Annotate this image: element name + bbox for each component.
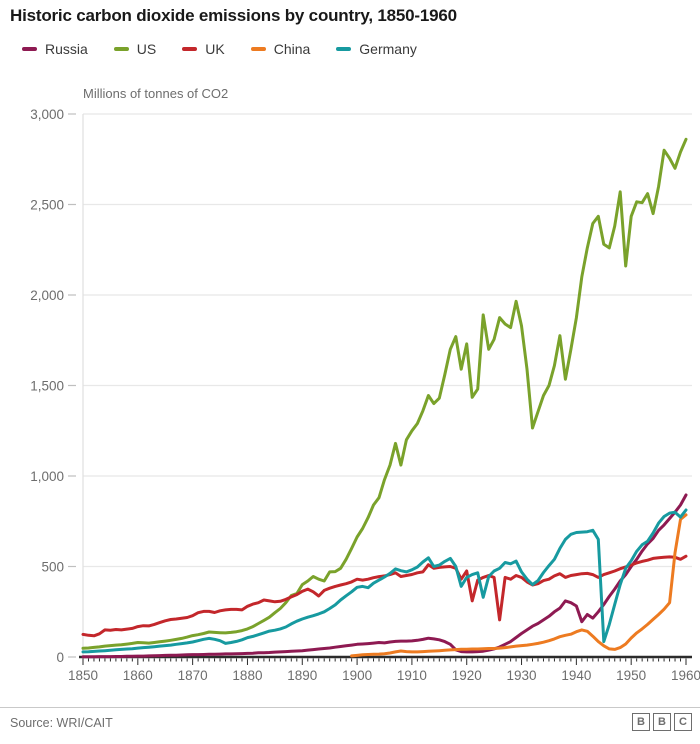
legend-item-us: US <box>113 41 157 57</box>
legend-swatch-germany <box>336 47 352 51</box>
y-tick-label: 2,500 <box>30 198 64 213</box>
legend-item-uk: UK <box>182 41 225 57</box>
y-tick-label: 3,000 <box>30 107 64 122</box>
x-tick-label: 1870 <box>178 668 208 683</box>
x-tick-label: 1940 <box>561 668 591 683</box>
y-tick-label: 2,000 <box>30 288 64 303</box>
legend-item-germany: Germany <box>336 41 417 57</box>
bbc-logo-block: C <box>674 713 692 731</box>
x-tick-label: 1880 <box>232 668 262 683</box>
series-lines <box>81 137 688 659</box>
x-tick-label: 1860 <box>123 668 153 683</box>
legend-label: Russia <box>45 41 88 57</box>
x-tick-label: 1930 <box>507 668 537 683</box>
x-tick-label: 1850 <box>68 668 98 683</box>
legend: Russia US UK China Germany <box>22 41 417 57</box>
x-tick-label: 1910 <box>397 668 427 683</box>
legend-swatch-uk <box>182 47 198 51</box>
x-tick-label: 1890 <box>287 668 317 683</box>
y-tick-label: 500 <box>41 560 64 575</box>
legend-item-china: China <box>250 41 311 57</box>
legend-swatch-russia <box>22 47 37 51</box>
y-axis-unit-label: Millions of tonnes of CO2 <box>83 86 228 101</box>
legend-swatch-us <box>113 47 129 51</box>
x-tick-label: 1900 <box>342 668 372 683</box>
series-line-russia <box>81 493 688 659</box>
series-line-china <box>350 513 688 658</box>
y-axis: 0 500 1,000 1,500 2,000 2,500 3,000 <box>30 107 76 665</box>
y-tick-label: 0 <box>56 650 64 665</box>
bbc-logo-block: B <box>632 713 650 731</box>
series-line-us <box>81 137 688 650</box>
footer-divider <box>0 707 700 708</box>
legend-label: China <box>273 41 311 57</box>
page-title: Historic carbon dioxide emissions by cou… <box>10 6 457 25</box>
legend-label: US <box>136 41 157 57</box>
x-axis: 1850 1860 1870 1880 1890 1900 1910 1920 1930 1940… <box>68 655 700 683</box>
series-line-uk <box>81 554 688 638</box>
legend-item-russia: Russia <box>22 41 88 57</box>
emissions-line-chart: Millions of tonnes of CO2 0 500 1,000 1,500… <box>30 86 700 683</box>
x-tick-label: 1920 <box>452 668 482 683</box>
x-tick-label: 1950 <box>616 668 646 683</box>
source-label: Source: WRI/CAIT <box>10 716 113 730</box>
x-tick-label: 1960 <box>671 668 700 683</box>
legend-swatch-china <box>250 47 266 51</box>
y-tick-label: 1,500 <box>30 379 64 394</box>
legend-label: Germany <box>359 41 417 57</box>
y-tick-label: 1,000 <box>30 469 64 484</box>
bbc-logo-block: B <box>653 713 671 731</box>
legend-label: UK <box>205 41 225 57</box>
series-line-germany <box>81 508 688 654</box>
gridlines <box>82 113 692 657</box>
